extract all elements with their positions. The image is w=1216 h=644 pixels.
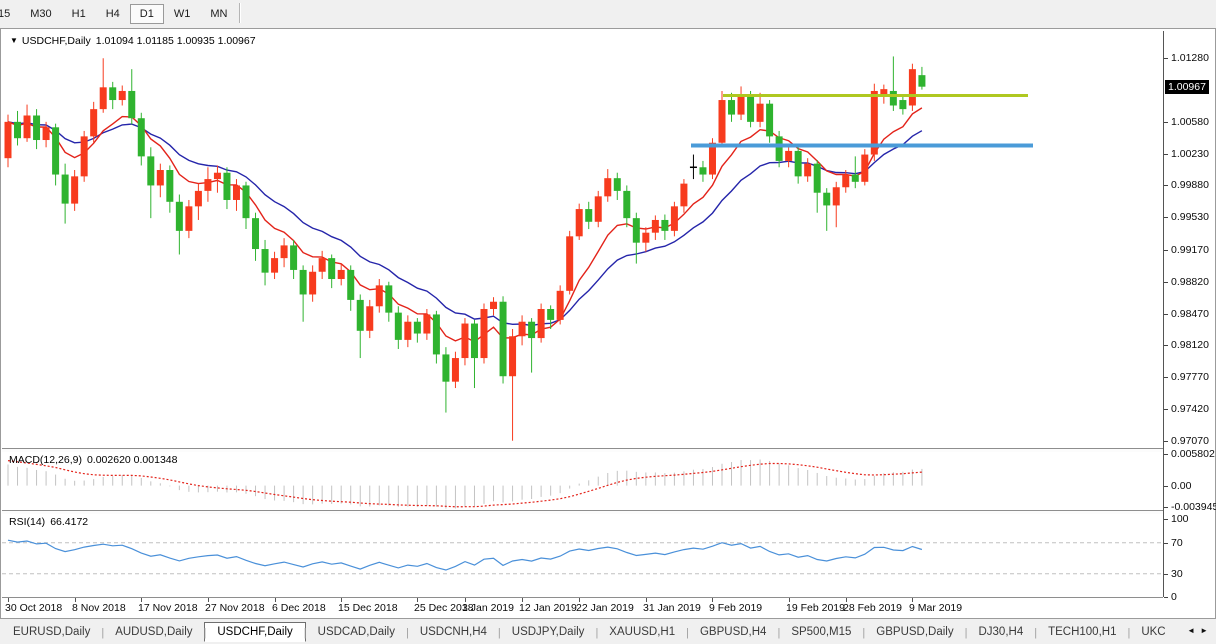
macd-signal-line xyxy=(7,460,922,508)
price-axis-label: 0.99170 xyxy=(1171,244,1209,256)
date-axis-label: 9 Feb 2019 xyxy=(709,602,763,614)
timeframe-toolbar: 15 M30 H1 H4 D1 W1 MN xyxy=(0,0,1216,29)
date-axis-label: 8 Nov 2018 xyxy=(72,602,126,614)
price-axis-label: 1.01280 xyxy=(1171,52,1209,64)
tab-separator: | xyxy=(686,627,689,639)
rsi-indicator-pane[interactable]: RSI(14) 66.4172 xyxy=(2,514,1163,597)
macd-indicator-pane[interactable]: MACD(12,26,9) 0.002620 0.001348 xyxy=(2,452,1163,510)
chart-ohlc-values: 1.01094 1.01185 1.00935 1.00967 xyxy=(95,35,256,47)
timeframe-button-h4[interactable]: H4 xyxy=(105,8,120,20)
tab-separator: | xyxy=(1034,627,1038,639)
chart-dropdown-icon[interactable]: ▼ xyxy=(10,36,18,45)
tab-separator: | xyxy=(777,627,781,639)
chart-tab-usdcad[interactable]: USDCAD,Daily xyxy=(317,626,395,638)
price-axis-label: 0.98470 xyxy=(1171,308,1209,320)
rsi-line xyxy=(7,539,923,571)
timeframe-button-h1[interactable]: H1 xyxy=(71,8,86,20)
ma-slow-line xyxy=(7,121,923,327)
rsi-axis-label: 70 xyxy=(1171,537,1183,549)
rsi-axis-label: 100 xyxy=(1171,513,1189,525)
chart-tab-dj30[interactable]: DJ30,H4 xyxy=(978,626,1024,638)
chart-tab-usdjpy[interactable]: USDJPY,Daily xyxy=(511,626,585,638)
chart-title: ▼ USDCHF,Daily 1.01094 1.01185 1.00935 1.0… xyxy=(10,35,256,47)
price-axis-label: 1.00230 xyxy=(1171,148,1209,160)
chart-tab-gbpusd[interactable]: GBPUSD,Daily xyxy=(876,626,954,638)
rsi-chart[interactable] xyxy=(2,514,1163,597)
chart-tab-usdcnh[interactable]: USDCNH,H4 xyxy=(419,626,487,638)
rsi-axis-label: 0 xyxy=(1171,591,1177,603)
price-axis-label: 0.97070 xyxy=(1171,435,1209,447)
tab-separator: | xyxy=(303,627,307,639)
price-axis-label: 0.98120 xyxy=(1171,339,1209,351)
price-axis-label: 0.99530 xyxy=(1171,211,1209,223)
chart-tab-tech100[interactable]: TECH100,H1 xyxy=(1048,626,1117,638)
tab-separator: | xyxy=(862,627,866,639)
tab-separator: | xyxy=(405,627,409,639)
tab-separator: | xyxy=(203,627,207,639)
price-axis-label: 0.98820 xyxy=(1171,276,1209,288)
date-axis-label: 28 Feb 2019 xyxy=(843,602,902,614)
date-axis-label: 31 Jan 2019 xyxy=(643,602,701,614)
tab-separator: | xyxy=(964,627,968,639)
price-axis[interactable]: 1.01280 1.00580 1.00230 0.99880 0.99530 0.991… xyxy=(1163,31,1216,603)
date-axis-label: 15 Dec 2018 xyxy=(338,602,398,614)
date-axis-label: 9 Mar 2019 xyxy=(909,602,963,614)
date-axis-label: 17 Nov 2018 xyxy=(138,602,198,614)
tab-separator: | xyxy=(595,627,599,639)
chart-tab-sp500[interactable]: SP500,M15 xyxy=(791,626,852,638)
date-axis-label: 27 Nov 2018 xyxy=(205,602,265,614)
rsi-label: RSI(14) 66.4172 xyxy=(9,516,89,528)
macd-axis-label: -0.003945 xyxy=(1171,501,1216,513)
chart-symbol-label: USDCHF,Daily xyxy=(21,35,91,47)
price-axis-label: 0.97420 xyxy=(1171,403,1209,415)
macd-axis-label: 0.00 xyxy=(1171,480,1192,492)
chart-tab-xauusd[interactable]: XAUUSD,H1 xyxy=(609,626,676,638)
candlestick-chart[interactable] xyxy=(2,31,1163,448)
chart-tab-eurusd[interactable]: EURUSD,Daily xyxy=(13,626,91,638)
chart-tab-usdchf[interactable]: USDCHF,Daily xyxy=(204,622,306,642)
tabs-scroll-left-icon[interactable]: ◄ xyxy=(1187,626,1201,635)
date-axis-label: 3 Jan 2019 xyxy=(462,602,514,614)
rsi-axis-label: 30 xyxy=(1171,568,1183,580)
date-axis[interactable]: 30 Oct 2018 8 Nov 2018 17 Nov 2018 27 Nov 2… xyxy=(2,597,1163,617)
date-axis-label: 22 Jan 2019 xyxy=(576,602,634,614)
tab-separator: | xyxy=(1127,627,1131,639)
macd-label: MACD(12,26,9) 0.002620 0.001348 xyxy=(9,454,178,466)
tabs-scroll-right-icon[interactable]: ► xyxy=(1200,626,1213,635)
price-chart-pane[interactable]: ▼ USDCHF,Daily 1.01094 1.01185 1.00935 1.0… xyxy=(2,31,1163,448)
macd-axis-label: 0.005802 xyxy=(1171,448,1215,460)
tab-separator: | xyxy=(101,627,105,639)
chart-tab-ukc[interactable]: UKC xyxy=(1141,626,1166,638)
macd-values: 0.002620 0.001348 xyxy=(86,454,178,466)
chart-tab-audusd[interactable]: AUDUSD,Daily xyxy=(115,626,193,638)
ma-fast-line xyxy=(7,107,923,343)
price-axis-label: 0.99880 xyxy=(1171,179,1209,191)
timeframe-button-w1[interactable]: W1 xyxy=(173,8,191,20)
tab-separator: | xyxy=(497,627,501,639)
timeframe-button-m30[interactable]: M30 xyxy=(30,8,52,20)
rsi-value: 66.4172 xyxy=(50,516,89,528)
date-axis-label: 6 Dec 2018 xyxy=(272,602,326,614)
chart-tabs-bar: EURUSD,Daily | AUDUSD,Daily | USDCHF,Daily | U… xyxy=(0,618,1216,644)
date-axis-label: 19 Feb 2019 xyxy=(786,602,845,614)
timeframe-button-mn[interactable]: MN xyxy=(210,8,228,20)
toolbar-separator xyxy=(239,2,242,23)
chart-tab-gbpusd[interactable]: GBPUSD,H4 xyxy=(699,626,767,638)
price-axis-label: 0.97770 xyxy=(1171,371,1209,383)
date-axis-label: 25 Dec 2018 xyxy=(414,602,474,614)
timeframe-button-15[interactable]: 15 xyxy=(0,8,11,20)
timeframe-button-d1[interactable]: D1 xyxy=(129,4,164,24)
macd-chart[interactable] xyxy=(2,452,1163,510)
current-price-badge: 1.00967 xyxy=(1165,80,1209,94)
chart-window: ▼ USDCHF,Daily 1.01094 1.01185 1.00935 1.0… xyxy=(0,28,1216,619)
price-axis-label: 1.00580 xyxy=(1171,116,1209,128)
date-axis-label: 30 Oct 2018 xyxy=(5,602,63,614)
date-axis-label: 12 Jan 2019 xyxy=(519,602,577,614)
